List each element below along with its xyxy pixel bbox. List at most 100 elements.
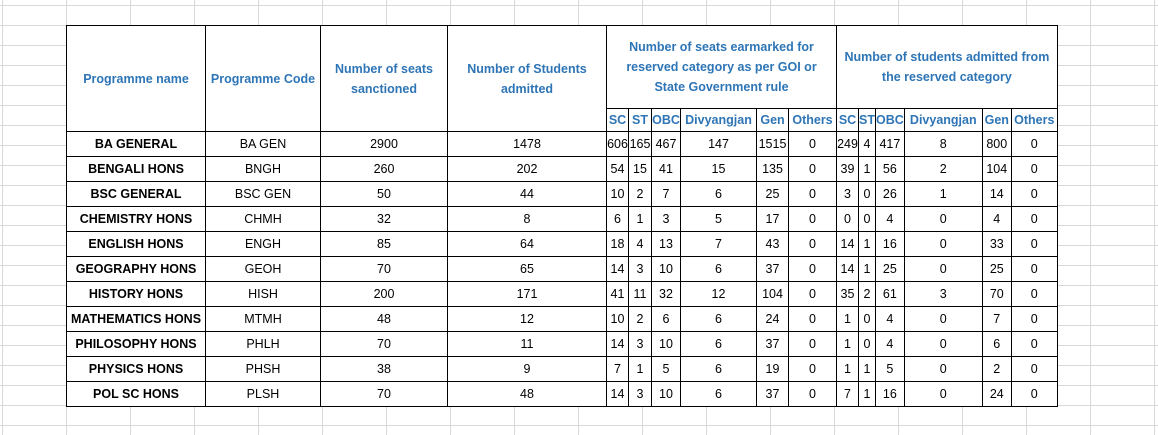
subheader-admitted-divyangjan[interactable]: Divyangjan xyxy=(903,108,983,132)
earmarked-sc-cell[interactable]: 7 xyxy=(606,356,629,382)
header-reserved-admitted[interactable]: Number of students admitted from the res… xyxy=(836,25,1058,109)
earmarked-sc-cell[interactable]: 6 xyxy=(606,206,629,232)
students-admitted-cell[interactable]: 65 xyxy=(447,256,607,282)
admitted-others-cell[interactable]: 0 xyxy=(1010,356,1058,382)
admitted-others-cell[interactable]: 0 xyxy=(1010,131,1058,157)
admitted-divyangjan-cell[interactable]: 0 xyxy=(903,306,983,332)
admitted-gen-cell[interactable]: 2 xyxy=(981,356,1012,382)
admitted-st-cell[interactable]: 1 xyxy=(858,356,876,382)
earmarked-obc-cell[interactable]: 10 xyxy=(651,331,681,357)
earmarked-divyangjan-cell[interactable]: 6 xyxy=(680,181,757,207)
seats-sanctioned-cell[interactable]: 260 xyxy=(320,156,448,182)
earmarked-divyangjan-cell[interactable]: 12 xyxy=(680,281,757,307)
admitted-others-cell[interactable]: 0 xyxy=(1010,381,1058,407)
programme-name-cell[interactable]: ENGLISH HONS xyxy=(66,231,206,257)
programme-code-cell[interactable]: HISH xyxy=(205,281,321,307)
earmarked-sc-cell[interactable]: 14 xyxy=(606,381,629,407)
admitted-others-cell[interactable]: 0 xyxy=(1010,331,1058,357)
subheader-admitted-others[interactable]: Others xyxy=(1010,108,1058,132)
programme-code-cell[interactable]: PHSH xyxy=(205,356,321,382)
earmarked-sc-cell[interactable]: 10 xyxy=(606,306,629,332)
admitted-others-cell[interactable]: 0 xyxy=(1010,181,1058,207)
admitted-others-cell[interactable]: 0 xyxy=(1010,156,1058,182)
admitted-st-cell[interactable]: 0 xyxy=(858,331,876,357)
admitted-obc-cell[interactable]: 25 xyxy=(874,256,905,282)
earmarked-others-cell[interactable]: 0 xyxy=(788,331,837,357)
admitted-divyangjan-cell[interactable]: 0 xyxy=(903,206,983,232)
earmarked-divyangjan-cell[interactable]: 6 xyxy=(680,356,757,382)
programme-name-cell[interactable]: PHYSICS HONS xyxy=(66,356,206,382)
admitted-st-cell[interactable]: 1 xyxy=(858,231,876,257)
earmarked-st-cell[interactable]: 1 xyxy=(628,356,652,382)
admitted-divyangjan-cell[interactable]: 0 xyxy=(903,381,983,407)
admitted-divyangjan-cell[interactable]: 8 xyxy=(903,131,983,157)
seats-sanctioned-cell[interactable]: 70 xyxy=(320,331,448,357)
admitted-obc-cell[interactable]: 16 xyxy=(874,381,905,407)
admitted-gen-cell[interactable]: 7 xyxy=(981,306,1012,332)
students-admitted-cell[interactable]: 44 xyxy=(447,181,607,207)
earmarked-others-cell[interactable]: 0 xyxy=(788,231,837,257)
programme-code-cell[interactable]: BA GEN xyxy=(205,131,321,157)
admitted-divyangjan-cell[interactable]: 2 xyxy=(903,156,983,182)
earmarked-obc-cell[interactable]: 5 xyxy=(651,356,681,382)
admitted-obc-cell[interactable]: 16 xyxy=(874,231,905,257)
admitted-obc-cell[interactable]: 61 xyxy=(874,281,905,307)
admitted-sc-cell[interactable]: 14 xyxy=(836,256,859,282)
earmarked-gen-cell[interactable]: 17 xyxy=(756,206,789,232)
programme-name-cell[interactable]: CHEMISTRY HONS xyxy=(66,206,206,232)
earmarked-divyangjan-cell[interactable]: 5 xyxy=(680,206,757,232)
earmarked-gen-cell[interactable]: 37 xyxy=(756,331,789,357)
earmarked-st-cell[interactable]: 2 xyxy=(628,181,652,207)
seats-sanctioned-cell[interactable]: 2900 xyxy=(320,131,448,157)
admitted-others-cell[interactable]: 0 xyxy=(1010,281,1058,307)
admitted-gen-cell[interactable]: 104 xyxy=(981,156,1012,182)
students-admitted-cell[interactable]: 8 xyxy=(447,206,607,232)
students-admitted-cell[interactable]: 11 xyxy=(447,331,607,357)
earmarked-sc-cell[interactable]: 606 xyxy=(606,131,629,157)
earmarked-others-cell[interactable]: 0 xyxy=(788,131,837,157)
earmarked-sc-cell[interactable]: 54 xyxy=(606,156,629,182)
students-admitted-cell[interactable]: 1478 xyxy=(447,131,607,157)
admitted-obc-cell[interactable]: 4 xyxy=(874,306,905,332)
admitted-others-cell[interactable]: 0 xyxy=(1010,231,1058,257)
admitted-gen-cell[interactable]: 6 xyxy=(981,331,1012,357)
earmarked-st-cell[interactable]: 15 xyxy=(628,156,652,182)
programme-name-cell[interactable]: BA GENERAL xyxy=(66,131,206,157)
programme-name-cell[interactable]: HISTORY HONS xyxy=(66,281,206,307)
header-students-admitted[interactable]: Number of Students admitted xyxy=(447,25,607,132)
programme-code-cell[interactable]: CHMH xyxy=(205,206,321,232)
admitted-sc-cell[interactable]: 1 xyxy=(836,356,859,382)
programme-code-cell[interactable]: PHLH xyxy=(205,331,321,357)
subheader-admitted-sc[interactable]: SC xyxy=(836,108,859,132)
admitted-sc-cell[interactable]: 14 xyxy=(836,231,859,257)
earmarked-divyangjan-cell[interactable]: 6 xyxy=(680,381,757,407)
admitted-st-cell[interactable]: 0 xyxy=(858,181,876,207)
earmarked-st-cell[interactable]: 1 xyxy=(628,206,652,232)
seats-sanctioned-cell[interactable]: 38 xyxy=(320,356,448,382)
programme-name-cell[interactable]: BENGALI HONS xyxy=(66,156,206,182)
admitted-divyangjan-cell[interactable]: 1 xyxy=(903,181,983,207)
earmarked-st-cell[interactable]: 2 xyxy=(628,306,652,332)
earmarked-st-cell[interactable]: 3 xyxy=(628,256,652,282)
programme-code-cell[interactable]: PLSH xyxy=(205,381,321,407)
students-admitted-cell[interactable]: 202 xyxy=(447,156,607,182)
programme-code-cell[interactable]: BSC GEN xyxy=(205,181,321,207)
admitted-divyangjan-cell[interactable]: 3 xyxy=(903,281,983,307)
seats-sanctioned-cell[interactable]: 50 xyxy=(320,181,448,207)
programme-code-cell[interactable]: ENGH xyxy=(205,231,321,257)
admitted-sc-cell[interactable]: 35 xyxy=(836,281,859,307)
header-programme-name[interactable]: Programme name xyxy=(66,25,206,132)
earmarked-obc-cell[interactable]: 3 xyxy=(651,206,681,232)
earmarked-divyangjan-cell[interactable]: 6 xyxy=(680,256,757,282)
programme-name-cell[interactable]: PHILOSOPHY HONS xyxy=(66,331,206,357)
programme-name-cell[interactable]: MATHEMATICS HONS xyxy=(66,306,206,332)
admitted-divyangjan-cell[interactable]: 0 xyxy=(903,231,983,257)
students-admitted-cell[interactable]: 9 xyxy=(447,356,607,382)
subheader-earmarked-others[interactable]: Others xyxy=(788,108,837,132)
admitted-obc-cell[interactable]: 4 xyxy=(874,206,905,232)
earmarked-gen-cell[interactable]: 37 xyxy=(756,381,789,407)
admitted-obc-cell[interactable]: 4 xyxy=(874,331,905,357)
seats-sanctioned-cell[interactable]: 32 xyxy=(320,206,448,232)
subheader-earmarked-st[interactable]: ST xyxy=(628,108,652,132)
header-seats-earmarked[interactable]: Number of seats earmarked for reserved c… xyxy=(606,25,837,109)
